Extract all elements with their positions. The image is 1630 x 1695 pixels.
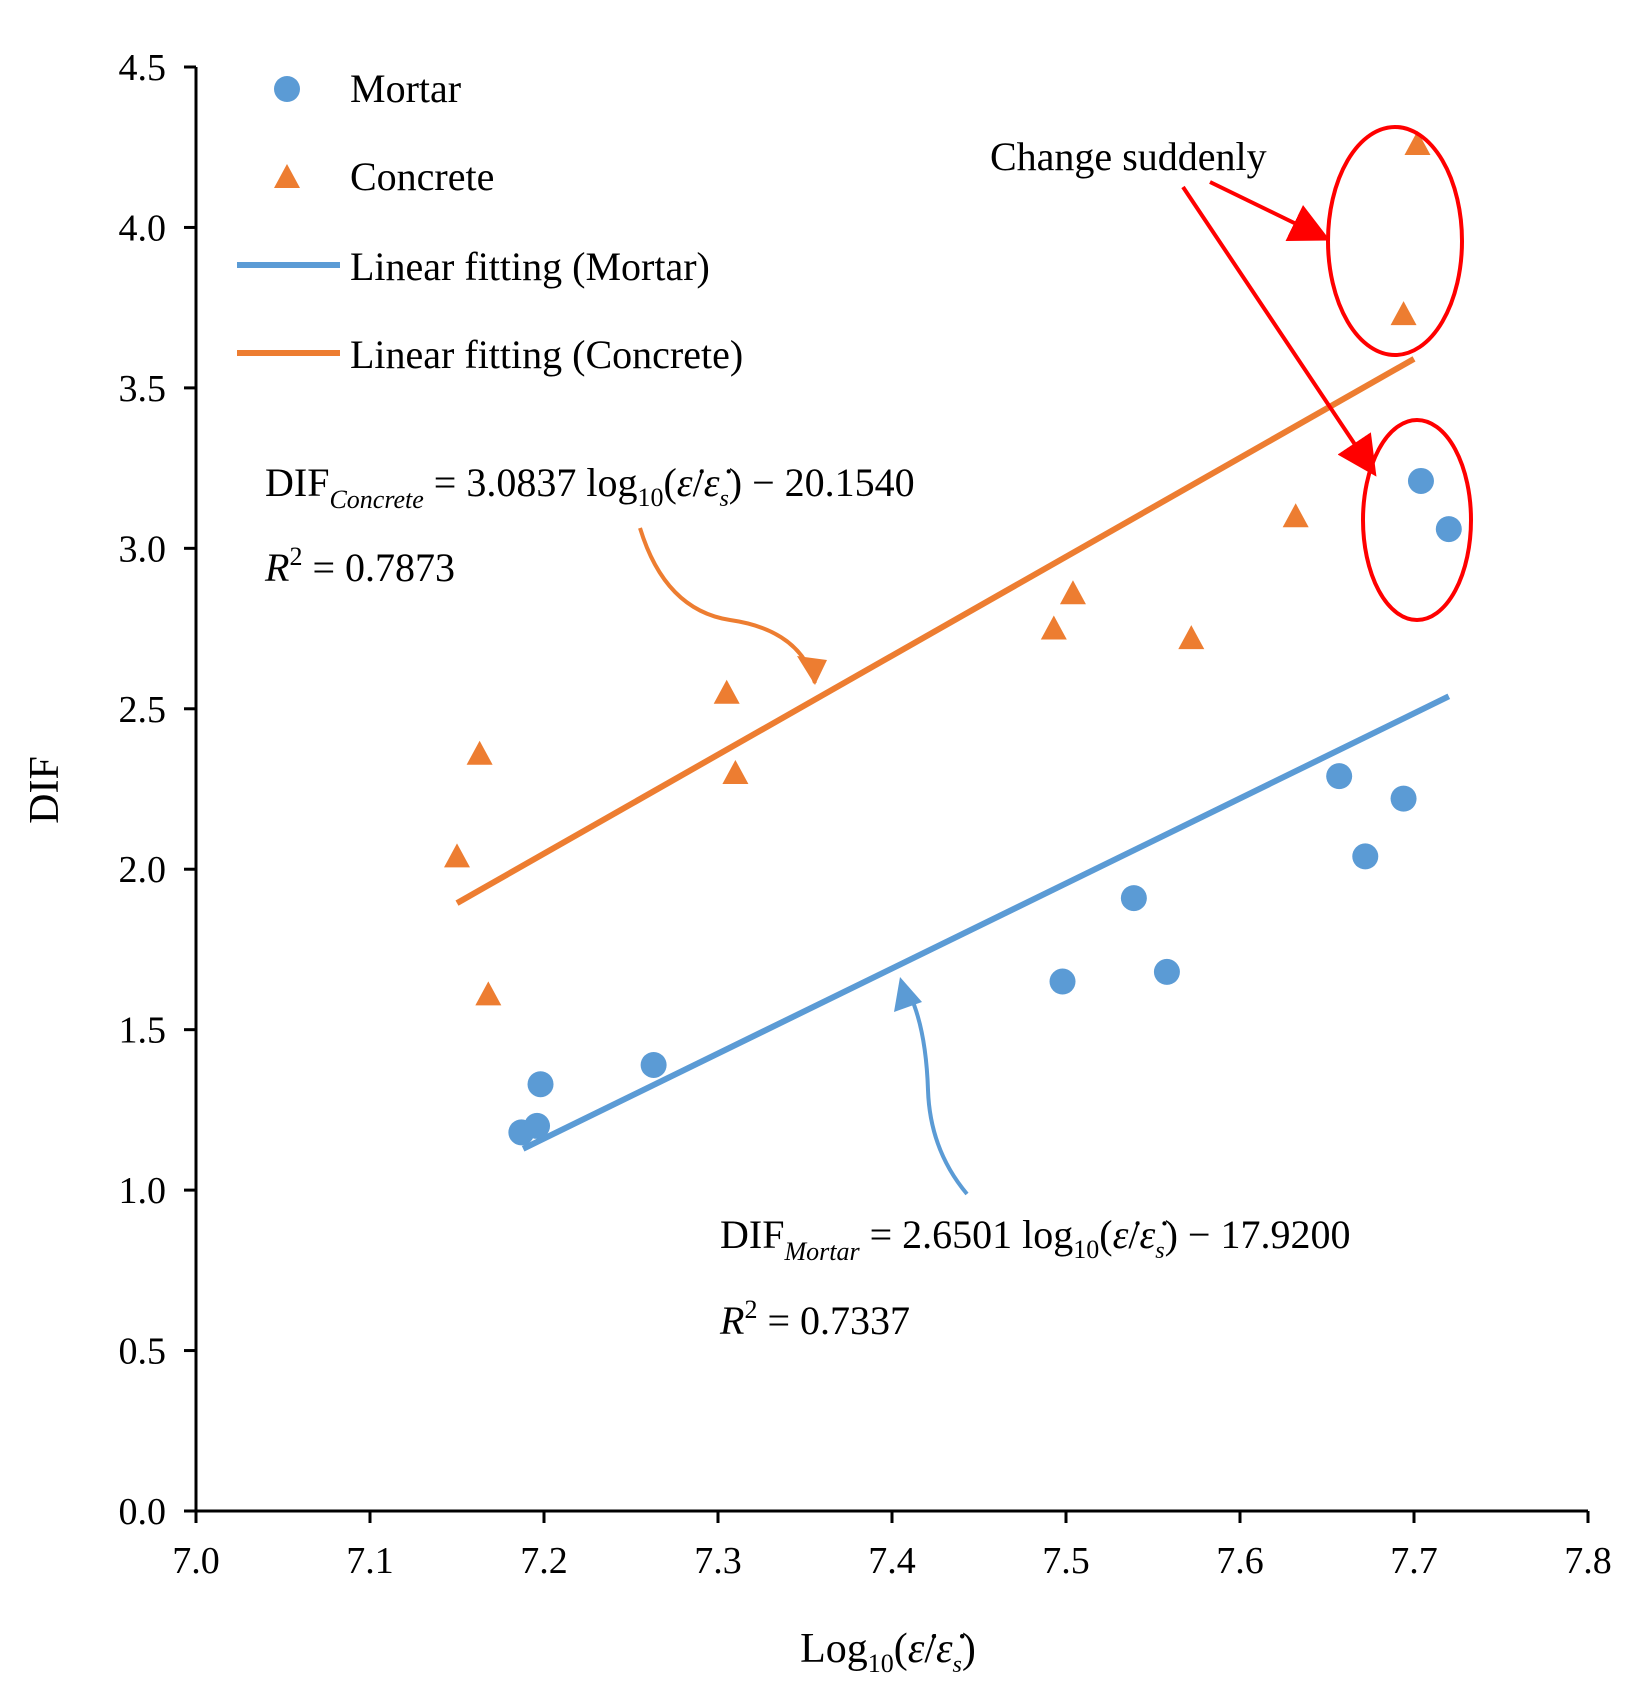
mortar-point: [1120, 885, 1147, 912]
x-tick-label: 7.3: [694, 1540, 742, 1582]
mortar-point: [1435, 516, 1462, 543]
legend-mortar-marker: [274, 76, 300, 102]
concrete-point: [1040, 615, 1067, 640]
x-tick-label: 7.0: [172, 1540, 220, 1582]
concrete-point: [475, 981, 502, 1006]
y-tick-label: 0.0: [119, 1491, 167, 1533]
x-tick-label: 7.2: [520, 1540, 568, 1582]
y-axis-title: DIF: [22, 756, 68, 824]
y-tick-label: 3.0: [119, 528, 167, 570]
callout-ellipse-upper: [1326, 125, 1464, 357]
mortar-equation-arrowhead: [894, 977, 922, 1012]
mortar-point: [1390, 785, 1417, 812]
concrete-point: [466, 740, 493, 765]
legend-concrete-fit-label: Linear fitting (Concrete): [350, 332, 743, 377]
legend-concrete-label: Concrete: [350, 154, 494, 199]
mortar-r2-text: R2 = 0.7337: [719, 1295, 910, 1343]
legend-mortar-fit-label: Linear fitting (Mortar): [350, 244, 710, 289]
y-ticks: 0.0 0.5 1.0 1.5 2.0 2.5 3.0 3.5 4.0 4.5: [119, 47, 196, 1533]
y-tick-label: 4.0: [119, 207, 167, 249]
x-tick-label: 7.4: [868, 1540, 916, 1582]
concrete-equation-arrow: [638, 527, 817, 684]
legend: Mortar Concrete Linear fitting (Mortar) …: [237, 66, 743, 377]
mortar-point: [1153, 958, 1180, 985]
fit-line-mortar: [521, 693, 1451, 1152]
concrete-point: [713, 679, 740, 704]
y-tick-label: 3.5: [119, 368, 167, 410]
mortar-point: [1049, 968, 1076, 995]
concrete-equation-text: DIFConcrete = 3.0837 log10(ε̇/ε̇s) − 20.…: [265, 460, 915, 514]
concrete-point: [444, 843, 470, 868]
concrete-point: [1390, 301, 1417, 326]
concrete-point: [722, 759, 749, 784]
y-tick-label: 2.5: [119, 689, 167, 731]
legend-mortar-label: Mortar: [350, 66, 461, 111]
concrete-point: [1404, 131, 1431, 156]
concrete-point: [1178, 625, 1205, 650]
axes: 7.0 7.1 7.2 7.3 7.4 7.5 7.6 7.7 7.8 0.0 0.5 1.0 1.5…: [119, 47, 1612, 1582]
mortar-point: [527, 1071, 554, 1098]
mortar-point: [640, 1051, 667, 1078]
y-tick-label: 0.5: [119, 1331, 167, 1373]
callout-arrow-upper: [1209, 180, 1331, 241]
concrete-point: [1282, 503, 1309, 528]
concrete-equation: DIFConcrete = 3.0837 log10(ε̇/ε̇s) − 20.…: [264, 460, 915, 685]
callout-arrow-lower: [1181, 185, 1377, 477]
concrete-r2-text: R2 = 0.7873: [264, 542, 455, 590]
concrete-equation-arrowhead: [797, 656, 827, 685]
fit-line-concrete: [455, 356, 1416, 906]
y-tick-label: 4.5: [119, 47, 167, 89]
mortar-point: [1407, 467, 1434, 494]
mortar-point: [524, 1112, 551, 1139]
x-tick-label: 7.5: [1042, 1540, 1090, 1582]
legend-concrete-marker: [274, 164, 300, 188]
x-axis-title: Log10(ε̇/ε̇s): [800, 1626, 976, 1678]
x-ticks: 7.0 7.1 7.2 7.3 7.4 7.5 7.6 7.7 7.8: [172, 1511, 1612, 1582]
change-suddenly-label: Change suddenly: [990, 134, 1267, 179]
mortar-equation: DIFMortar = 2.6501 log10(ε̇/ε̇s) − 17.92…: [719, 977, 1350, 1343]
x-tick-label: 7.7: [1390, 1540, 1438, 1582]
concrete-point: [1059, 580, 1086, 605]
mortar-point: [1326, 763, 1353, 790]
x-tick-label: 7.6: [1216, 1540, 1264, 1582]
mortar-equation-text: DIFMortar = 2.6501 log10(ε̇/ε̇s) − 17.92…: [720, 1212, 1350, 1266]
y-tick-label: 2.0: [119, 849, 167, 891]
mortar-equation-arrow: [908, 994, 969, 1196]
callout-ellipse-lower: [1361, 418, 1473, 622]
mortar-point: [1352, 843, 1379, 870]
y-tick-label: 1.5: [119, 1010, 167, 1052]
x-tick-label: 7.1: [346, 1540, 394, 1582]
data-points: [444, 131, 1462, 1146]
fit-lines: [455, 356, 1451, 1152]
change-suddenly-callout: Change suddenly: [990, 125, 1473, 622]
y-tick-label: 1.0: [119, 1170, 167, 1212]
x-tick-label: 7.8: [1564, 1540, 1612, 1582]
